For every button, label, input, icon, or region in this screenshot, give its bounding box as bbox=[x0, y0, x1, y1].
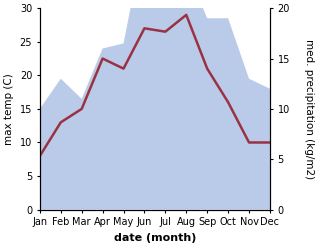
X-axis label: date (month): date (month) bbox=[114, 233, 196, 243]
Y-axis label: med. precipitation (kg/m2): med. precipitation (kg/m2) bbox=[304, 39, 314, 179]
Y-axis label: max temp (C): max temp (C) bbox=[4, 73, 14, 145]
